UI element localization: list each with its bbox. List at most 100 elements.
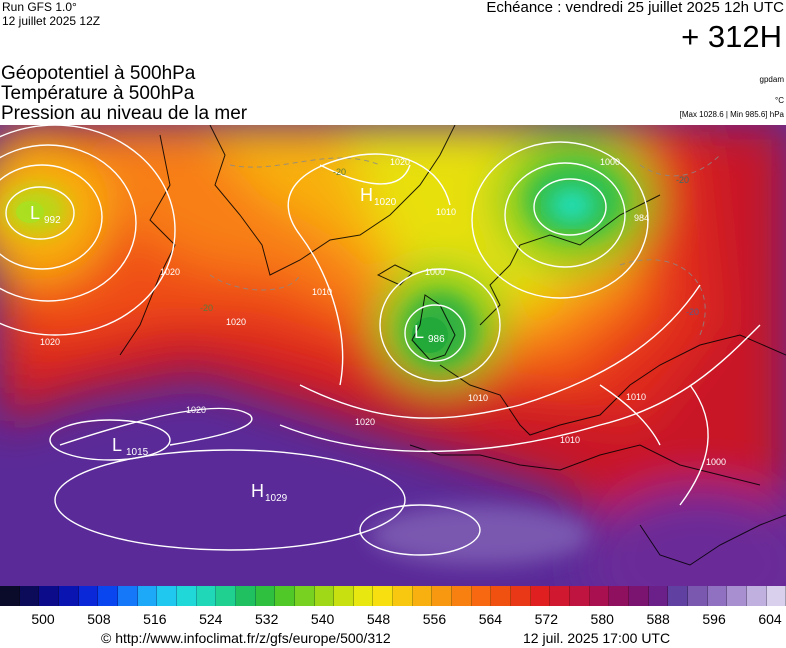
color-swatch (157, 586, 177, 606)
isobar-label: 1000 (706, 457, 726, 467)
isobar-label: 984 (634, 213, 649, 223)
pressure-center-letter: L (30, 203, 40, 223)
color-scale-tick: 580 (590, 611, 614, 627)
pressure-center-value: 992 (44, 215, 61, 226)
isobar-label: 1020 (40, 337, 60, 347)
temperature-labels: -20 -20 -20 -20 (200, 167, 699, 317)
color-swatch (530, 586, 551, 606)
color-scale-tick: 508 (87, 611, 111, 627)
isobar-label: 1000 (600, 157, 620, 167)
color-swatch (412, 586, 433, 606)
isobar-label: 1000 (425, 267, 445, 277)
echeance-label: Echéance : vendredi 25 juillet 2025 12h … (486, 0, 784, 16)
temperature-contours (209, 154, 721, 336)
color-swatch (275, 586, 295, 606)
credit-url[interactable]: © http://www.infoclimat.fr/z/gfs/europe/… (101, 630, 391, 646)
isobar-label: 1010 (560, 435, 580, 445)
color-swatch (334, 586, 354, 606)
isobar-label: 1020 (390, 157, 410, 167)
field-pressure: Pression au niveau de la mer (1, 103, 248, 124)
isobar-label: 1010 (436, 207, 456, 217)
color-swatch (235, 586, 256, 606)
color-swatch (196, 586, 217, 606)
temperature-label: -20 (676, 175, 689, 185)
color-scale-tick: 572 (534, 611, 558, 627)
temperature-label: -20 (333, 167, 346, 177)
color-scale-tick: 524 (199, 611, 223, 627)
pressure-center-value: 986 (428, 334, 445, 345)
pressure-center-value: 1015 (126, 447, 149, 458)
pressure-center-value: 1029 (265, 493, 288, 504)
color-scale-tick: 548 (366, 611, 391, 627)
color-swatch (373, 586, 394, 606)
isobar-label: 1020 (226, 317, 246, 327)
color-swatch (687, 586, 708, 606)
color-swatch (609, 586, 629, 606)
isobar-labels: 1020 1010 1000 1020 1020 1010 1010 1000 … (40, 157, 726, 467)
color-swatch (550, 586, 571, 606)
color-scale-ticks: 500 508 516 524 532 540 548 556 564 572 580 588 596 6… (0, 611, 786, 627)
color-swatch (589, 586, 610, 606)
lead-time: + 312H (681, 19, 782, 54)
generated-timestamp: 12 juil. 2025 17:00 UTC (523, 630, 671, 646)
color-swatch (393, 586, 413, 606)
color-swatch (511, 586, 531, 606)
pressure-centers: L 992 H 1020 L 986 L 1015 H 1029 (30, 185, 445, 504)
color-swatch (766, 586, 786, 606)
color-scale-tick: 564 (478, 611, 503, 627)
color-swatch (294, 586, 315, 606)
weather-map[interactable]: L 992 H 1020 L 986 L 1015 H 1029 1020 10… (0, 125, 786, 586)
pressure-center-letter: L (414, 322, 424, 342)
isobar-label: 1010 (626, 392, 646, 402)
color-swatch (707, 586, 728, 606)
color-swatch (491, 586, 512, 606)
color-swatch (746, 586, 767, 606)
color-swatch (629, 586, 649, 606)
color-swatch (78, 586, 99, 606)
color-scale-tick: 516 (143, 611, 167, 627)
temperature-label: -20 (200, 303, 213, 313)
unit-temperature: °C (775, 96, 784, 105)
color-swatch (39, 586, 59, 606)
pressure-center-letter: L (112, 435, 122, 455)
isobar-label: 1020 (355, 417, 375, 427)
color-swatch (58, 586, 79, 606)
unit-geopotential: gpdam (759, 75, 784, 84)
color-scale-tick: 532 (255, 611, 279, 627)
color-swatch (471, 586, 492, 606)
field-geopotential: Géopotentiel à 500hPa (1, 63, 196, 84)
color-swatch (137, 586, 158, 606)
color-swatch (0, 586, 20, 606)
color-scale-tick: 500 (31, 611, 55, 627)
isobars (0, 125, 761, 556)
color-swatch (452, 586, 472, 606)
unit-pressure-range: [Max 1028.6 | Min 985.6] hPa (679, 110, 784, 119)
color-swatch (648, 586, 669, 606)
isobar-label: 1020 (186, 405, 206, 415)
isobar-label: 1010 (312, 287, 332, 297)
pressure-center-letter: H (360, 185, 373, 205)
color-swatch (19, 586, 40, 606)
color-scale-tick: 588 (646, 611, 670, 627)
color-scale-tick: 556 (422, 611, 447, 627)
color-scale-tick: 604 (758, 611, 782, 627)
color-scale (0, 586, 786, 606)
field-temperature: Température à 500hPa (1, 83, 195, 104)
color-swatch (117, 586, 138, 606)
color-swatch (216, 586, 236, 606)
color-scale-tick: 540 (310, 611, 335, 627)
color-swatch (176, 586, 197, 606)
geopotential-field (0, 125, 786, 586)
isobar-label: 1010 (468, 393, 488, 403)
run-label: Run GFS 1.0° (2, 0, 77, 14)
run-date: 12 juillet 2025 12Z (2, 14, 101, 28)
isobar-label: 1020 (160, 267, 180, 277)
color-swatch (668, 586, 688, 606)
color-swatch (314, 586, 335, 606)
pressure-center-value: 1020 (374, 197, 397, 208)
color-swatch (432, 586, 453, 606)
color-scale-tick: 596 (702, 611, 726, 627)
color-swatch (727, 586, 747, 606)
color-swatch (570, 586, 590, 606)
pressure-center-letter: H (251, 481, 264, 501)
